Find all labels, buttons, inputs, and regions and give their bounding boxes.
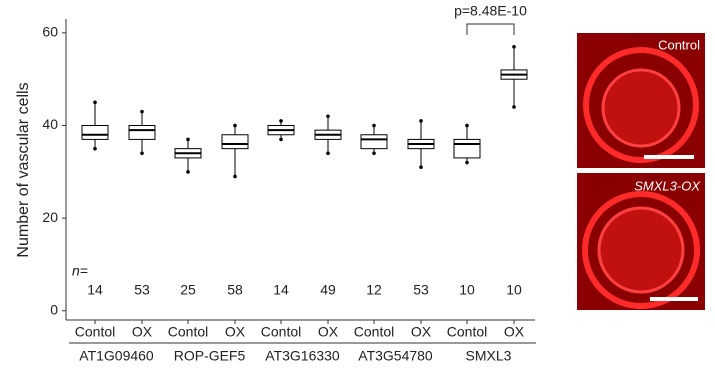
- point: [140, 151, 144, 155]
- box: [82, 126, 108, 140]
- point: [372, 151, 376, 155]
- n-value: 25: [180, 282, 196, 298]
- point: [93, 101, 97, 105]
- point: [372, 124, 376, 128]
- point: [279, 119, 283, 123]
- point: [233, 124, 237, 128]
- group-label: ROP-GEF5: [174, 348, 246, 364]
- point: [465, 124, 469, 128]
- n-value: 12: [366, 282, 382, 298]
- ring: [599, 208, 683, 292]
- ring: [603, 70, 679, 146]
- panel-label: Control: [658, 37, 700, 52]
- point: [279, 138, 283, 142]
- x-tick-label: OX: [411, 324, 432, 340]
- p-value: p=8.48E-10: [454, 3, 527, 19]
- point: [233, 175, 237, 179]
- y-tick-label: 40: [42, 116, 58, 132]
- group-label: SMXL3: [466, 348, 512, 364]
- n-value: 49: [320, 282, 336, 298]
- image-panel: SMXL3-OX: [577, 173, 705, 310]
- point: [186, 170, 190, 174]
- n-value: 53: [134, 282, 150, 298]
- box: [222, 135, 248, 149]
- point: [465, 161, 469, 165]
- x-tick-label: Contol: [447, 324, 487, 340]
- n-value: 14: [273, 282, 289, 298]
- y-axis-label: Number of vascular cells: [15, 82, 32, 257]
- n-value: 10: [459, 282, 475, 298]
- panel-label: SMXL3-OX: [634, 178, 701, 193]
- x-tick-label: OX: [318, 324, 339, 340]
- x-tick-label: OX: [225, 324, 246, 340]
- n-value: 10: [506, 282, 522, 298]
- x-tick-label: OX: [504, 324, 525, 340]
- x-tick-label: Contol: [168, 324, 208, 340]
- x-tick-label: Contol: [75, 324, 115, 340]
- n-value: 14: [87, 282, 103, 298]
- x-tick-label: OX: [132, 324, 153, 340]
- box: [129, 126, 155, 140]
- x-tick-label: Contol: [261, 324, 301, 340]
- image-panel: Control: [577, 33, 705, 168]
- group-label: AT1G09460: [79, 348, 154, 364]
- y-tick-label: 20: [42, 209, 58, 225]
- point: [419, 165, 423, 169]
- point: [419, 119, 423, 123]
- group-label: AT3G54780: [358, 348, 433, 364]
- point: [93, 147, 97, 151]
- n-label: n=: [72, 263, 88, 279]
- point: [512, 45, 516, 49]
- point: [186, 138, 190, 142]
- point: [512, 105, 516, 109]
- n-value: 53: [413, 282, 429, 298]
- y-tick-label: 60: [42, 24, 58, 40]
- point: [326, 151, 330, 155]
- n-value: 58: [227, 282, 243, 298]
- box: [454, 139, 480, 158]
- group-label: AT3G16330: [265, 348, 340, 364]
- significance-bracket: [467, 24, 514, 35]
- x-tick-label: Contol: [354, 324, 394, 340]
- y-tick-label: 0: [50, 301, 58, 317]
- point: [140, 110, 144, 114]
- box: [361, 135, 387, 149]
- point: [326, 114, 330, 118]
- figure: Number of vascular cells n= Control SMXL…: [0, 0, 715, 383]
